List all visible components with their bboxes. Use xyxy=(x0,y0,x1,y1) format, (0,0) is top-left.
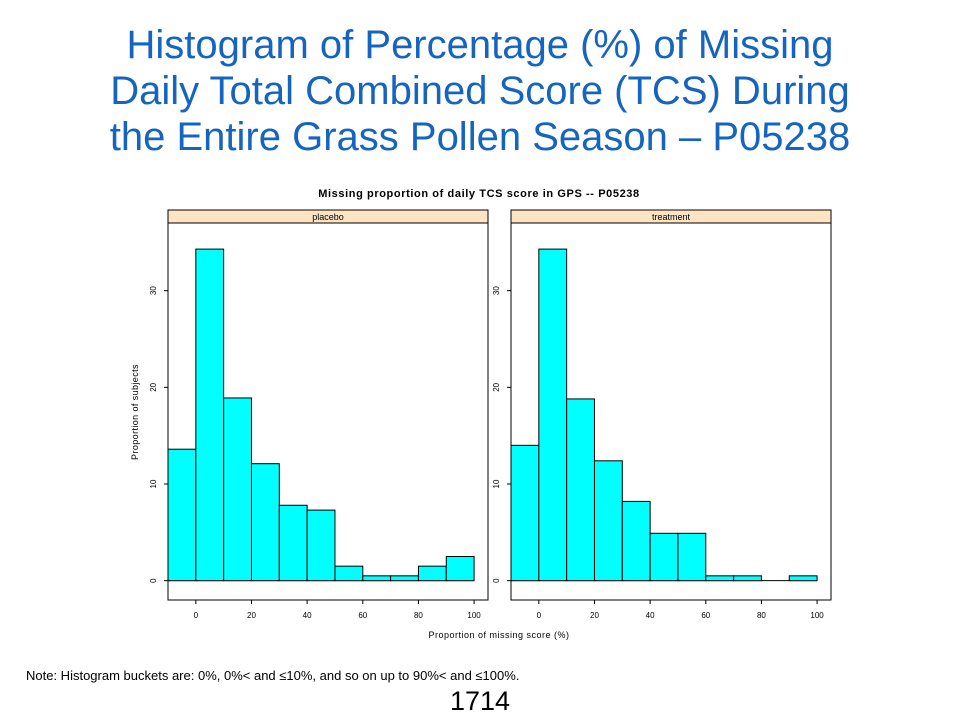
chart-title: Missing proportion of daily TCS score in… xyxy=(318,188,640,200)
slide-title-line-2: Daily Total Combined Score (TCS) During xyxy=(110,69,850,113)
y-tick-label-1-30: 30 xyxy=(492,286,501,295)
y-tick-label-0-30: 30 xyxy=(149,286,158,295)
slide-title-line-1: Histogram of Percentage (%) of Missing xyxy=(126,23,834,67)
bar-placebo-1 xyxy=(195,248,225,582)
bar-treatment-1 xyxy=(538,248,568,582)
y-axis-label: Proportion of subjects xyxy=(130,364,140,460)
x-tick-label-1-0: 0 xyxy=(537,611,542,620)
x-tick-label-0-100: 100 xyxy=(467,611,481,620)
bar-treatment-3 xyxy=(593,460,623,582)
bar-placebo-9 xyxy=(417,565,447,582)
bar-placebo-4 xyxy=(278,504,308,582)
bar-placebo-5 xyxy=(306,509,336,582)
x-tick-label-0-20: 20 xyxy=(247,611,256,620)
y-tick-label-1-20: 20 xyxy=(492,382,501,391)
x-tick-label-0-40: 40 xyxy=(303,611,312,620)
y-tick-label-0-0: 0 xyxy=(149,578,158,583)
bar-treatment-4 xyxy=(621,500,651,582)
bar-placebo-0 xyxy=(167,448,197,582)
slide-title-line-3: the Entire Grass Pollen Season – P05238 xyxy=(109,115,851,159)
bar-placebo-2 xyxy=(223,397,252,582)
bar-placebo-3 xyxy=(250,463,280,582)
bar-treatment-6 xyxy=(677,532,707,582)
y-tick-label-1-0: 0 xyxy=(492,578,501,583)
y-tick-label-0-20: 20 xyxy=(149,382,158,391)
x-tick-label-0-60: 60 xyxy=(358,611,367,620)
x-tick-label-1-100: 100 xyxy=(810,611,824,620)
y-tick-label-1-10: 10 xyxy=(492,479,501,488)
bar-treatment-8 xyxy=(733,575,762,582)
page-number: 1714 xyxy=(449,686,511,716)
panel-frame-1 xyxy=(510,222,832,601)
x-tick-label-1-80: 80 xyxy=(757,611,766,620)
bar-placebo-8 xyxy=(390,575,419,582)
bar-placebo-6 xyxy=(334,565,364,582)
panel-strip-label-0: placebo xyxy=(312,212,344,222)
y-tick-label-0-10: 10 xyxy=(149,479,158,488)
bar-placebo-7 xyxy=(362,575,392,582)
x-tick-label-0-0: 0 xyxy=(194,611,199,620)
x-axis-label: Proportion of missing score (%) xyxy=(428,630,569,640)
bar-treatment-10 xyxy=(788,575,818,582)
bar-treatment-0 xyxy=(510,444,540,582)
bar-treatment-2 xyxy=(566,398,595,582)
x-tick-label-1-20: 20 xyxy=(590,611,599,620)
footnote: Note: Histogram buckets are: 0%, 0%< and… xyxy=(26,668,520,683)
panel-strip-label-1: treatment xyxy=(652,212,691,222)
x-tick-label-1-60: 60 xyxy=(701,611,710,620)
slide-title: Histogram of Percentage (%) of Missing D… xyxy=(0,22,960,160)
bar-placebo-10 xyxy=(445,556,475,582)
bar-treatment-7 xyxy=(705,575,735,582)
x-tick-label-1-40: 40 xyxy=(646,611,655,620)
panel-frame-0 xyxy=(167,222,489,601)
bar-treatment-5 xyxy=(649,532,679,582)
x-tick-label-0-80: 80 xyxy=(414,611,423,620)
